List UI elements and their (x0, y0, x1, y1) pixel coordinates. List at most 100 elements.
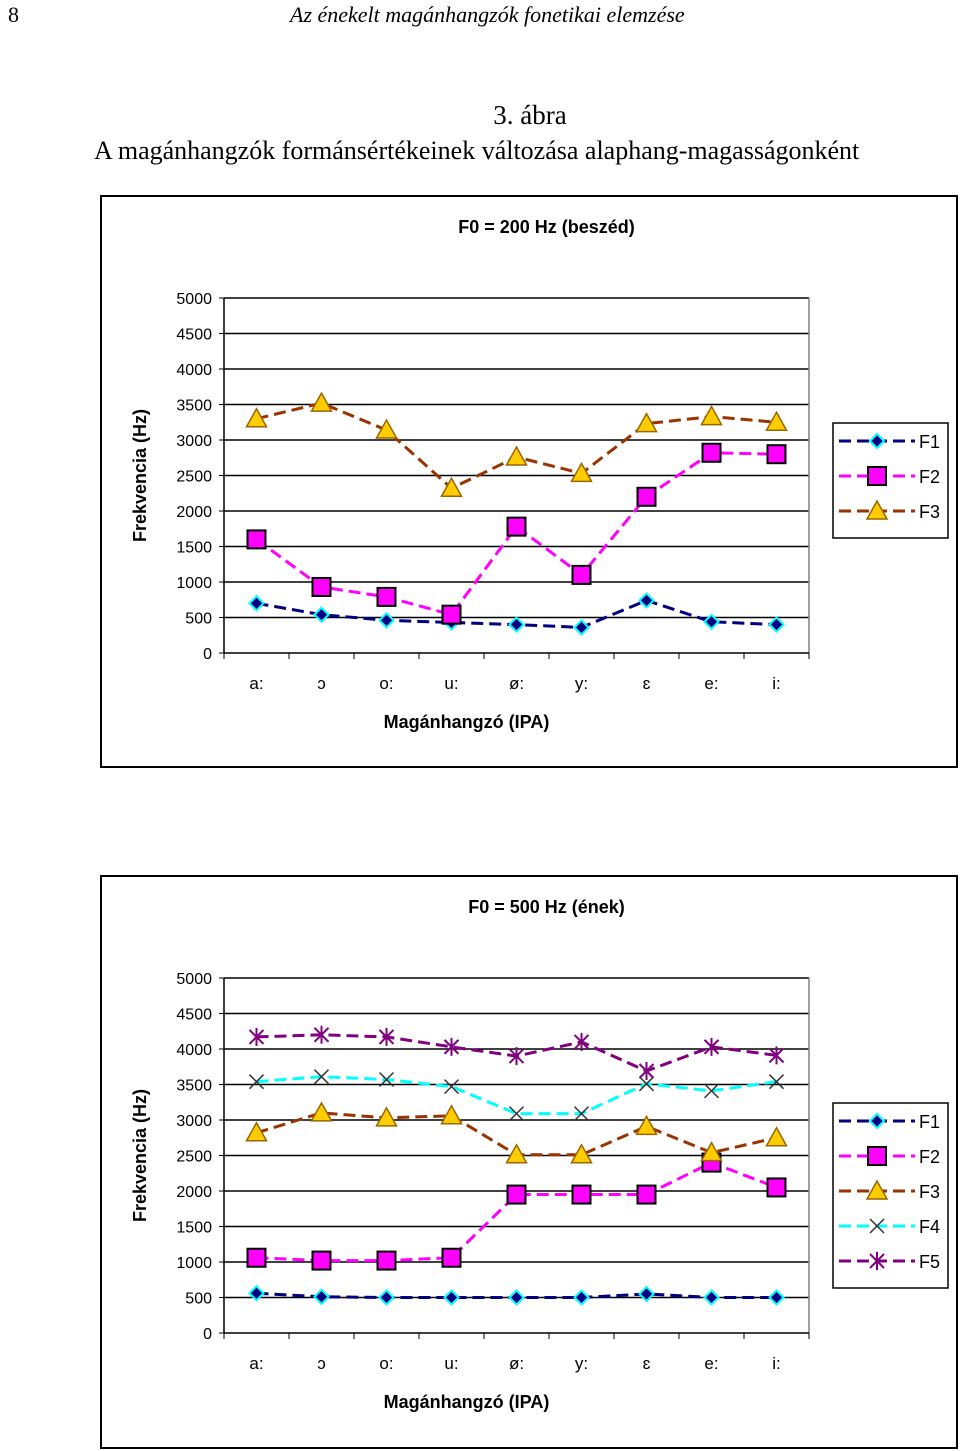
legend-label: F4 (919, 1217, 940, 1237)
data-point-f2 (571, 1184, 592, 1205)
data-point-f3 (700, 405, 723, 426)
x-tick-label: e: (704, 1354, 718, 1373)
y-tick-label: 1000 (176, 575, 212, 592)
data-point-f1 (248, 594, 265, 612)
y-tick-label: 1500 (176, 540, 212, 557)
y-tick-label: 2500 (176, 469, 212, 486)
y-tick-label: 0 (203, 646, 212, 663)
y-tick-label: 4500 (176, 1007, 212, 1024)
chart-f0-200: F0 = 200 Hz (beszéd) 0 500 1000 1500 2000 2500… (100, 195, 958, 768)
series-f3 (245, 1101, 788, 1164)
data-point-f1 (313, 606, 330, 624)
data-point-f1 (768, 616, 785, 634)
data-point-f2 (701, 442, 722, 463)
data-point-f2 (506, 1184, 527, 1205)
data-point-f4 (378, 1071, 395, 1088)
x-tick-label: y: (575, 674, 588, 693)
data-point-f3 (440, 1104, 463, 1125)
y-tick-label: 5000 (176, 971, 212, 988)
x-tick-label: o: (379, 674, 393, 693)
data-point-f5 (768, 1046, 785, 1065)
data-point-f2 (376, 586, 397, 607)
x-tick-label: u: (444, 1354, 458, 1373)
legend-box (832, 422, 949, 539)
x-tick-label: i: (772, 674, 781, 693)
page-number: 8 (8, 2, 19, 27)
y-tick-label: 0 (203, 1326, 212, 1343)
data-point-f2 (311, 576, 332, 597)
x-tick-label: ɔ (317, 674, 326, 693)
legend-label: F5 (919, 1252, 940, 1272)
data-point-f2 (246, 1247, 267, 1268)
y-tick-label: 5000 (176, 291, 212, 308)
x-tick-label: a: (249, 674, 263, 693)
x-tick-label: ø: (509, 674, 524, 693)
x-tick-label: ɛ (643, 674, 651, 693)
y-axis-title: Frekvencia (Hz) (130, 409, 150, 542)
data-point-f5 (638, 1062, 655, 1081)
y-tick-label: 4500 (176, 327, 212, 344)
x-tick-label: u: (444, 674, 458, 693)
legend: F1 F2 F3 F4 F5 (832, 1102, 949, 1289)
chart-title: F0 = 500 Hz (ének) (468, 897, 625, 917)
data-point-f3 (245, 407, 268, 428)
data-point-f3 (375, 418, 398, 439)
y-tick-label: 3500 (176, 1078, 212, 1095)
series-f5 (248, 1025, 785, 1081)
data-point-f2 (376, 1250, 397, 1271)
data-point-f5 (508, 1047, 525, 1066)
series-f3 (245, 391, 788, 498)
legend-marker (868, 432, 886, 450)
data-point-f3 (505, 445, 528, 466)
legend-label: F2 (919, 1147, 940, 1167)
x-axis-title: Magánhangzó (IPA) (384, 712, 550, 732)
data-point-f1 (768, 1289, 785, 1306)
legend-label: F2 (919, 467, 940, 487)
x-tick-label: ɔ (317, 1354, 326, 1373)
data-point-f1 (703, 613, 720, 631)
data-point-f2 (766, 1177, 787, 1198)
chart-frame (100, 875, 958, 1449)
data-point-f3 (245, 1121, 268, 1142)
data-point-f2 (311, 1250, 332, 1271)
x-tick-label: ɛ (643, 1354, 651, 1373)
series-line-f2 (255, 451, 777, 617)
data-point-f1 (573, 1289, 590, 1306)
chart-title: F0 = 200 Hz (beszéd) (458, 217, 635, 237)
y-tick-label: 500 (185, 1291, 212, 1308)
data-point-f1 (638, 1285, 655, 1303)
series-f2 (246, 442, 787, 625)
data-point-f3 (635, 412, 658, 433)
data-point-f3 (440, 476, 463, 498)
legend-label: F3 (919, 1182, 940, 1202)
data-point-f3 (700, 1141, 723, 1162)
data-point-f1 (443, 1289, 460, 1306)
data-point-f2 (506, 516, 527, 537)
data-point-f2 (571, 564, 592, 585)
data-point-f3 (570, 1143, 593, 1164)
data-point-f4 (768, 1074, 785, 1090)
y-tick-label: 3000 (176, 433, 212, 450)
data-point-f2 (636, 1184, 657, 1205)
legend-label: F3 (919, 502, 940, 522)
data-point-f1 (508, 616, 525, 634)
data-point-f3 (505, 1143, 528, 1164)
y-tick-label: 4000 (176, 1042, 212, 1059)
y-tick-label: 2500 (176, 1149, 212, 1166)
data-point-f5 (313, 1025, 330, 1044)
data-point-f5 (443, 1037, 460, 1056)
series-f1 (248, 592, 785, 636)
data-point-f5 (703, 1037, 720, 1056)
data-point-f5 (573, 1032, 590, 1051)
legend-marker (867, 1146, 887, 1166)
data-point-f2 (441, 604, 462, 625)
data-point-f2 (636, 486, 657, 507)
data-point-f1 (313, 1288, 330, 1306)
data-point-f4 (508, 1106, 525, 1122)
running-head: Az énekelt magánhangzók fonetikai elemzé… (290, 2, 685, 27)
legend: F1 F2 F3 (832, 422, 949, 539)
legend-label: F1 (919, 432, 940, 452)
data-point-f2 (766, 444, 787, 465)
x-tick-label: y: (575, 1354, 588, 1373)
x-axis-title: Magánhangzó (IPA) (384, 1392, 550, 1412)
